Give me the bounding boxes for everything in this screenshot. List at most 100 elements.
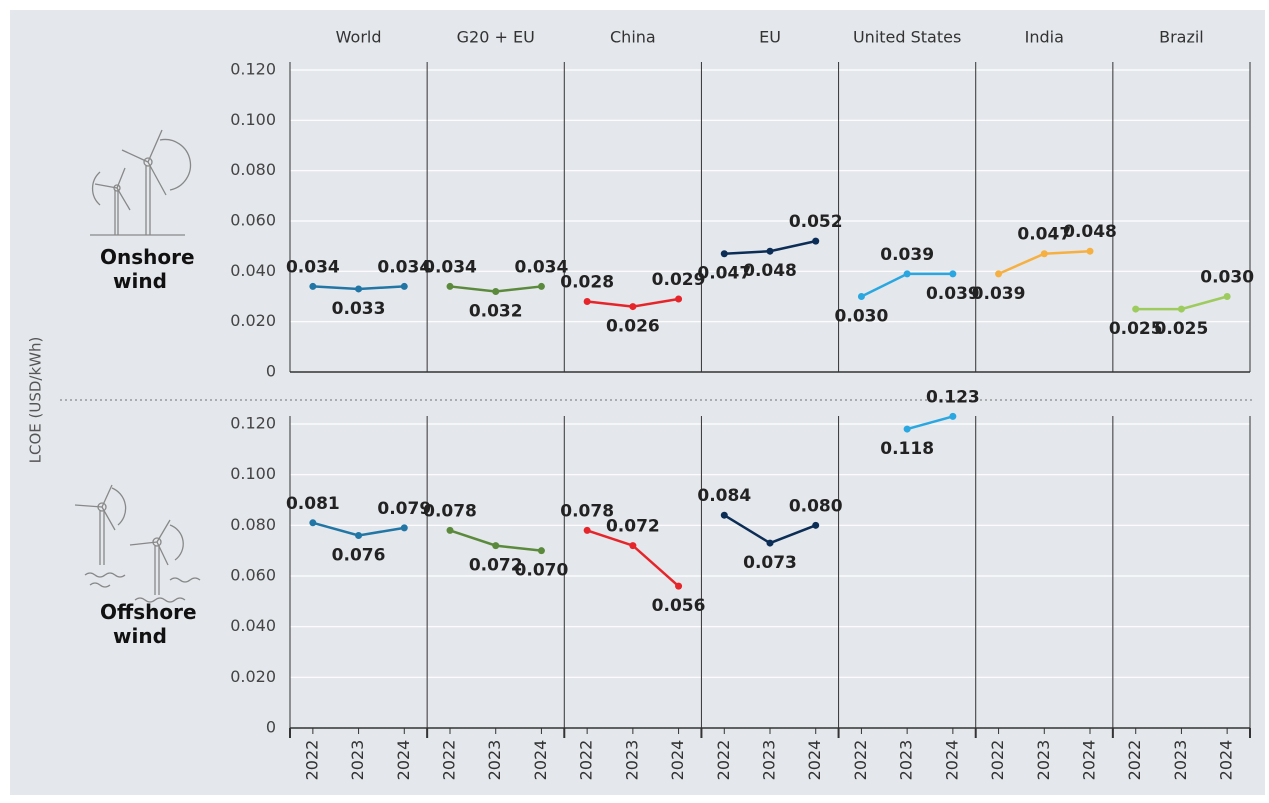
- region-header: India: [1025, 28, 1064, 47]
- x-tick-label: 2022: [302, 740, 321, 781]
- x-tick-label: 2023: [760, 740, 779, 781]
- x-tick-label: 2024: [1080, 740, 1099, 781]
- x-tick-label: 2022: [440, 740, 459, 781]
- y-tick-label: 0.100: [230, 464, 276, 483]
- x-tick-label: 2022: [714, 740, 733, 781]
- data-point: [767, 540, 774, 547]
- data-point: [1041, 250, 1048, 257]
- data-point: [1132, 306, 1139, 313]
- value-label: 0.072: [606, 517, 660, 537]
- value-label: 0.039: [880, 245, 934, 265]
- value-label: 0.032: [469, 301, 523, 321]
- x-tick-label: 2023: [622, 740, 641, 781]
- x-tick-label: 2023: [897, 740, 916, 781]
- data-point: [629, 303, 636, 310]
- value-label: 0.076: [332, 545, 386, 565]
- x-tick-label: 2024: [668, 740, 687, 781]
- region-header: China: [610, 28, 656, 47]
- value-label: 0.030: [1200, 268, 1254, 288]
- x-tick-label: 2022: [577, 740, 596, 781]
- y-tick-label: 0.120: [230, 60, 276, 79]
- chart-title: Offshore wind: [100, 600, 180, 648]
- y-tick-label: 0.040: [230, 261, 276, 280]
- value-label: 0.084: [697, 486, 751, 506]
- x-tick-label: 2023: [348, 740, 367, 781]
- x-tick-label: 2024: [394, 740, 413, 781]
- region-header: G20 + EU: [457, 28, 535, 47]
- data-point: [812, 522, 819, 529]
- x-tick-label: 2023: [1171, 740, 1190, 781]
- y-tick-label: 0.080: [230, 160, 276, 179]
- data-point: [492, 288, 499, 295]
- data-point: [812, 238, 819, 245]
- y-tick-label: 0.060: [230, 566, 276, 585]
- x-tick-label: 2024: [942, 740, 961, 781]
- data-point: [584, 298, 591, 305]
- data-point: [492, 542, 499, 549]
- data-point: [538, 547, 545, 554]
- value-label: 0.039: [972, 284, 1026, 304]
- chart: LCOE (USD/kWh) World G20 + EU China EU Unite…: [0, 0, 1269, 799]
- y-tick-label: 0.020: [230, 311, 276, 330]
- data-point: [721, 250, 728, 257]
- y-tick-label: 0.100: [230, 110, 276, 129]
- data-point: [629, 542, 636, 549]
- value-label: 0.033: [332, 299, 386, 319]
- x-tick-label: 2024: [531, 740, 550, 781]
- data-point: [538, 283, 545, 290]
- chart-title-box: Onshore wind: [80, 245, 200, 325]
- value-label: 0.025: [1155, 319, 1209, 339]
- y-tick-label: 0.040: [230, 616, 276, 635]
- x-tick-label: 2022: [851, 740, 870, 781]
- value-label: 0.030: [835, 307, 889, 327]
- data-point: [1087, 248, 1094, 255]
- data-point: [904, 426, 911, 433]
- x-tick-label: 2024: [1217, 740, 1236, 781]
- value-label: 0.048: [743, 261, 797, 281]
- y-tick-label: 0: [266, 718, 276, 737]
- data-point: [675, 583, 682, 590]
- value-label: 0.081: [286, 494, 340, 514]
- x-tick-label: 2023: [1034, 740, 1053, 781]
- x-tick-label: 2022: [988, 740, 1007, 781]
- value-label: 0.028: [560, 273, 614, 293]
- y-axis-label: LCOE (USD/kWh): [27, 337, 45, 464]
- x-tick-label: 2022: [1125, 740, 1144, 781]
- data-point: [949, 413, 956, 420]
- chart-title-box: Offshore wind: [80, 600, 200, 680]
- value-label: 0.052: [789, 212, 843, 232]
- x-tick-label: 2023: [485, 740, 504, 781]
- y-tick-label: 0.120: [230, 414, 276, 433]
- data-point: [1224, 293, 1231, 300]
- data-point: [309, 283, 316, 290]
- region-header: World: [336, 28, 382, 47]
- region-header: EU: [759, 28, 781, 47]
- value-label: 0.048: [1063, 222, 1117, 242]
- data-point: [584, 527, 591, 534]
- value-label: 0.034: [286, 257, 340, 277]
- data-point: [309, 519, 316, 526]
- data-point: [767, 248, 774, 255]
- y-tick-label: 0.080: [230, 515, 276, 534]
- y-tick-label: 0.020: [230, 667, 276, 686]
- value-label: 0.026: [606, 317, 660, 337]
- data-point: [1178, 306, 1185, 313]
- data-point: [949, 270, 956, 277]
- value-label: 0.078: [423, 501, 477, 521]
- data-point: [675, 296, 682, 303]
- data-point: [721, 512, 728, 519]
- data-point: [995, 270, 1002, 277]
- value-label: 0.034: [423, 257, 477, 277]
- region-header: United States: [853, 28, 961, 47]
- data-point: [447, 283, 454, 290]
- data-point: [355, 285, 362, 292]
- data-point: [447, 527, 454, 534]
- data-point: [401, 524, 408, 531]
- chart-title: Onshore wind: [100, 245, 180, 293]
- value-label: 0.080: [789, 496, 843, 516]
- y-tick-label: 0: [266, 362, 276, 381]
- y-tick-label: 0.060: [230, 211, 276, 230]
- value-label: 0.056: [652, 596, 706, 616]
- data-point: [355, 532, 362, 539]
- data-point: [904, 270, 911, 277]
